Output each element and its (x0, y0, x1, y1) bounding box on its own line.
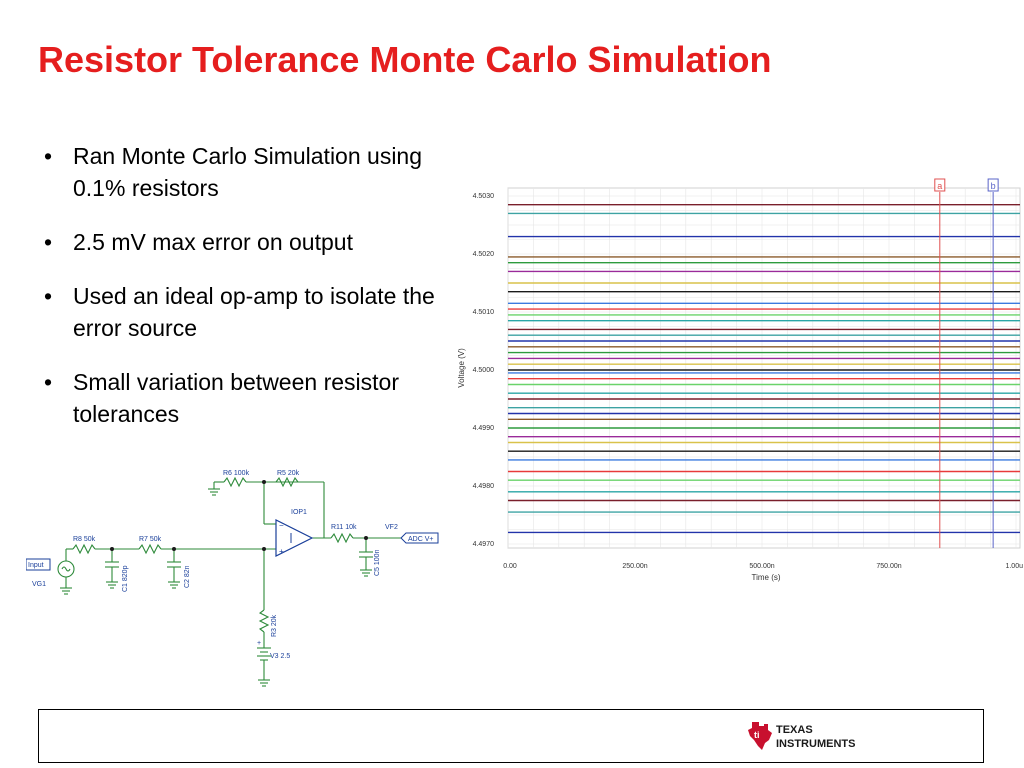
vf2-label: VF2 (385, 524, 398, 531)
cursor-a-label: a (937, 181, 942, 191)
bullet-item: • Used an ideal op-amp to isolate the err… (38, 280, 448, 344)
ti-state-icon (748, 722, 772, 750)
schematic-wires (57, 476, 401, 687)
footer-bar (38, 709, 984, 763)
c1-label: C1 820p (122, 565, 129, 592)
circuit-schematic: − + ADC V+ Input VG1 R6 100k R5 20k IOP1… (26, 470, 439, 687)
x-axis-label: Time (s) (751, 573, 780, 582)
bullet-item: • Ran Monte Carlo Simulation using 0.1% r… (38, 140, 448, 204)
bullet-dot-icon: • (44, 283, 53, 309)
series-layer (508, 204, 1020, 534)
opamp-minus-sign: − (279, 521, 284, 530)
cursor-a-marker (934, 178, 946, 192)
bullet-item: • Small variation between resistor tolera… (38, 366, 448, 430)
bullet-list: • Ran Monte Carlo Simulation using 0.1% r… (38, 140, 448, 452)
y-tick-label: 4.4970 (473, 541, 495, 548)
r5-label: R5 20k (277, 470, 300, 477)
junction-dots (110, 480, 368, 551)
bullet-dot-icon: • (44, 143, 53, 169)
y-tick-label: 4.4990 (473, 425, 495, 432)
y-tick-label: 4.4980 (473, 483, 495, 490)
r6-label: R6 100k (223, 470, 250, 477)
y-tick-label: 4.5030 (473, 193, 495, 200)
x-tick-label: 0.00 (503, 563, 517, 570)
r3-label: R3 20k (271, 614, 278, 637)
cursor-b-marker (987, 178, 999, 192)
r11-label: R11 10k (331, 524, 357, 531)
adc-label: ADC V+ (408, 536, 433, 543)
bullet-text: 2.5 mV max error on output (73, 229, 353, 255)
cursor-b-label: b (991, 181, 996, 191)
logo-line-1: TEXAS (776, 724, 813, 736)
y-axis-label: Voltage (V) (457, 348, 466, 388)
r7-label: R7 50k (139, 536, 162, 543)
c2-label: C2 82n (184, 565, 191, 588)
bullet-text: Used an ideal op-amp to isolate the erro… (73, 283, 435, 341)
x-tick-label: 1.00u (1005, 563, 1023, 570)
input-terminal-box (26, 558, 51, 571)
bullet-item: • 2.5 mV max error on output (38, 226, 448, 258)
r8-label: R8 50k (73, 536, 96, 543)
x-tick-label: 750.00n (876, 563, 901, 570)
vg1-label: VG1 (32, 581, 46, 588)
y-tick-label: 4.5020 (473, 251, 495, 258)
ti-state-mark: ti (754, 730, 760, 740)
bullet-text: Small variation between resistor toleran… (73, 369, 399, 427)
x-tick-labels: 0.00 250.00n 500.00n 750.00n 1.00u (503, 563, 1023, 570)
input-label: Input (28, 562, 44, 569)
plot-area (507, 187, 1021, 549)
v3-label: V3 2.5 (270, 653, 290, 660)
y-tick-labels: 4.5030 4.5020 4.5010 4.5000 4.4990 4.4980 4.49… (473, 193, 495, 548)
y-tick-label: 4.5010 (473, 309, 495, 316)
opamp-symbol (275, 519, 314, 557)
y-tick-label: 4.5000 (473, 367, 495, 374)
slide-title: Resistor Tolerance Monte Carlo Simulatio… (38, 39, 772, 80)
iop1-label: IOP1 (291, 509, 307, 516)
v3-plus-sign: + (257, 640, 261, 647)
x-tick-label: 500.00n (749, 563, 774, 570)
c5-label: C5 100n (374, 549, 381, 576)
opamp-plus-sign: + (279, 547, 284, 556)
bullet-dot-icon: • (44, 229, 53, 255)
sine-source-icon (61, 566, 71, 572)
adc-terminal-box (400, 532, 439, 544)
logo-line-2: INSTRUMENTS (776, 738, 855, 750)
x-tick-label: 250.00n (622, 563, 647, 570)
texas-instruments-logo: ti TEXAS INSTRUMENTS (748, 722, 855, 750)
bullet-text: Ran Monte Carlo Simulation using 0.1% re… (73, 143, 423, 201)
bullet-dot-icon: • (44, 369, 53, 395)
